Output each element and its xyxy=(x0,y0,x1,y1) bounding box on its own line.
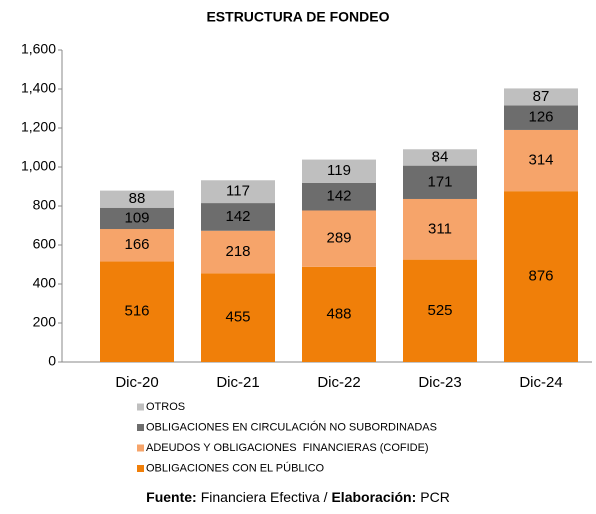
bar-segment xyxy=(100,190,174,208)
bar-segment xyxy=(100,261,174,362)
value-label: 126 xyxy=(528,109,553,126)
value-label: 525 xyxy=(427,302,452,319)
footer-source: Financiera Efectiva / xyxy=(201,489,332,505)
x-tick-label: Dic-22 xyxy=(317,374,360,391)
bar-segment xyxy=(100,207,174,230)
value-label: 218 xyxy=(225,243,250,260)
value-label: 87 xyxy=(533,88,550,105)
y-tick-label: 400 xyxy=(33,275,57,291)
value-label: 876 xyxy=(528,268,553,285)
value-label: 88 xyxy=(129,190,146,207)
footer: Fuente: Financiera Efectiva / Elaboración… xyxy=(146,489,450,505)
bar-segment xyxy=(302,266,376,362)
bar-segment xyxy=(403,165,477,199)
footer-source-label: Fuente: xyxy=(146,489,197,505)
legend-label: OBLIGACIONES EN CIRCULACIÓN NO SUBORDINA… xyxy=(146,420,437,433)
value-label: 166 xyxy=(124,236,149,253)
y-tick-label: 0 xyxy=(48,353,56,369)
bar-segment xyxy=(403,149,477,166)
value-label: 171 xyxy=(427,173,452,190)
bar-segment xyxy=(504,191,578,362)
value-label: 109 xyxy=(124,209,149,226)
bar-segment xyxy=(504,105,578,130)
value-label: 84 xyxy=(432,148,449,165)
bar-segment xyxy=(403,259,477,362)
chart-title: ESTRUCTURA DE FONDEO xyxy=(206,9,389,25)
value-label: 488 xyxy=(326,305,351,322)
value-label: 117 xyxy=(226,183,250,200)
legend-swatch xyxy=(137,424,144,431)
bar-segment xyxy=(100,229,174,262)
bar-segment xyxy=(403,198,477,260)
legend-label: OTROS xyxy=(146,401,185,413)
legend-label: ADEUDOS Y OBLIGACIONES FINANCIERAS (COFI… xyxy=(146,442,429,454)
y-tick-label: 200 xyxy=(33,314,57,330)
legend-swatch xyxy=(137,403,144,411)
y-tick-label: 1,400 xyxy=(21,80,56,96)
bar-segment xyxy=(201,273,275,362)
bar-segment xyxy=(201,230,275,274)
y-tick-label: 1,600 xyxy=(21,41,56,57)
x-tick-label: Dic-23 xyxy=(418,374,461,391)
y-tick-label: 1,200 xyxy=(21,119,56,135)
y-tick-label: 1,000 xyxy=(21,158,56,174)
footer-elaboration-label: Elaboración: xyxy=(331,489,416,505)
bar-segment xyxy=(302,210,376,267)
y-tick-label: 600 xyxy=(33,236,57,252)
x-tick-label: Dic-21 xyxy=(216,374,259,391)
x-tick-label: Dic-24 xyxy=(519,374,562,391)
legend-swatch xyxy=(137,444,144,452)
value-label: 289 xyxy=(326,230,351,247)
bar-segment xyxy=(302,159,376,183)
y-tick-label: 800 xyxy=(33,197,57,213)
bar-segment xyxy=(201,203,275,231)
bar-segment xyxy=(302,182,376,211)
value-label: 119 xyxy=(327,162,351,179)
bar-segment xyxy=(504,129,578,192)
value-label: 142 xyxy=(326,188,351,205)
footer-elaboration: PCR xyxy=(420,489,450,505)
bar-segment xyxy=(201,180,275,204)
value-label: 314 xyxy=(528,152,553,169)
value-label: 311 xyxy=(428,220,452,237)
legend-swatch xyxy=(137,465,144,472)
value-label: 142 xyxy=(225,208,250,225)
bar-segment xyxy=(504,88,578,106)
legend-label: OBLIGACIONES CON EL PÚBLICO xyxy=(146,461,325,474)
value-label: 516 xyxy=(124,303,149,320)
value-label: 455 xyxy=(225,309,250,326)
x-tick-label: Dic-20 xyxy=(115,374,158,391)
